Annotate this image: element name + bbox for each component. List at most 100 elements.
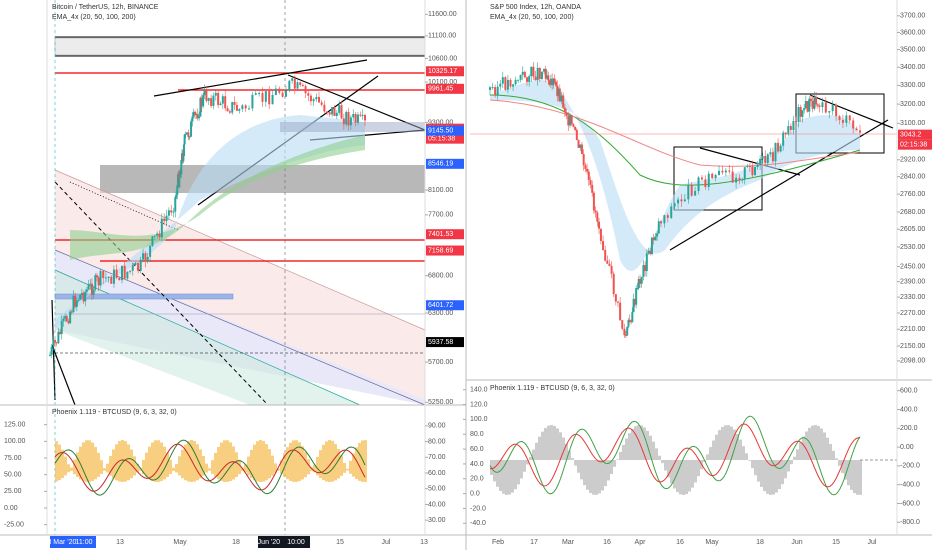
oscillator-bar bbox=[577, 460, 580, 473]
time-label: 15 bbox=[832, 539, 840, 546]
candle bbox=[499, 83, 502, 87]
oscillator-bar bbox=[526, 460, 529, 465]
candle bbox=[543, 68, 546, 72]
time-label: 18 bbox=[232, 539, 240, 546]
oscillator-bar bbox=[115, 444, 118, 481]
y-tick-label: 6300.00 bbox=[428, 310, 453, 317]
time-label: 13 bbox=[116, 539, 124, 546]
oscillator-bar bbox=[73, 459, 76, 475]
candle bbox=[824, 102, 827, 113]
oscillator-bar bbox=[208, 468, 211, 471]
candle bbox=[521, 71, 524, 75]
y-tick-label: 2450.00 bbox=[900, 263, 925, 270]
osc-tick-label: 60.00 bbox=[428, 470, 446, 477]
candle bbox=[107, 276, 110, 278]
oscillators bbox=[54, 415, 897, 496]
oscillator-bar bbox=[838, 460, 841, 466]
candle bbox=[335, 112, 338, 116]
candle bbox=[167, 210, 170, 216]
candle bbox=[572, 124, 575, 127]
candle bbox=[557, 88, 560, 97]
candle bbox=[637, 279, 640, 289]
candle bbox=[196, 114, 199, 119]
oscillator-bar bbox=[655, 448, 658, 460]
candle bbox=[174, 197, 177, 212]
candle bbox=[219, 103, 222, 106]
candle bbox=[707, 173, 710, 188]
candle bbox=[640, 276, 643, 284]
candle bbox=[175, 194, 178, 196]
candle bbox=[77, 299, 80, 301]
oscillator-bar bbox=[532, 449, 535, 460]
candle bbox=[194, 111, 197, 115]
candle bbox=[619, 302, 622, 321]
oscillator-bar bbox=[763, 460, 766, 492]
oscillator-bar bbox=[328, 440, 331, 482]
candle bbox=[49, 354, 51, 356]
candle bbox=[731, 171, 734, 183]
candle bbox=[244, 105, 247, 109]
oscillator-bar bbox=[607, 460, 610, 481]
oscillator-bar bbox=[253, 444, 256, 481]
oscillator-bar bbox=[100, 460, 103, 474]
candle bbox=[764, 156, 767, 163]
candle bbox=[799, 107, 802, 117]
candle bbox=[304, 86, 307, 94]
oscillator-bar bbox=[88, 440, 91, 482]
time-label: 15 bbox=[336, 539, 344, 546]
y-tick-label: 2920.00 bbox=[900, 157, 925, 164]
candle bbox=[238, 109, 241, 111]
time-label: 17 bbox=[530, 539, 538, 546]
oscillator-bar bbox=[604, 460, 607, 487]
candle bbox=[142, 253, 145, 260]
candle bbox=[546, 75, 549, 79]
time-highlight bbox=[50, 536, 96, 548]
oscillator-bar bbox=[223, 440, 226, 482]
y-tick-label: 11100.00 bbox=[428, 33, 456, 40]
y-tick-label: 3700.00 bbox=[900, 13, 925, 20]
candle bbox=[644, 265, 647, 272]
osc-tick-label: 0.00 bbox=[4, 505, 18, 512]
candle bbox=[254, 93, 257, 95]
candle bbox=[214, 92, 217, 96]
oscillator-bar bbox=[265, 444, 268, 481]
time-label: 10:00 bbox=[287, 539, 305, 546]
oscillator-bar bbox=[550, 425, 553, 460]
y-tick-label: 8100.00 bbox=[428, 187, 453, 194]
oscillator-bar bbox=[97, 452, 100, 477]
price-tag bbox=[426, 158, 464, 169]
candle bbox=[184, 134, 187, 136]
candle bbox=[331, 107, 334, 115]
candle bbox=[309, 95, 312, 102]
candle bbox=[52, 340, 55, 347]
oscillator-bar bbox=[538, 436, 541, 460]
candle bbox=[82, 292, 85, 302]
oscillator-bar bbox=[238, 459, 241, 475]
osc-tick-label: 50.00 bbox=[428, 486, 446, 493]
y-tick-label: 10100.00 bbox=[428, 79, 457, 86]
candle bbox=[233, 102, 236, 105]
oscillator-bar bbox=[835, 458, 838, 460]
oscillator-bar bbox=[667, 460, 670, 478]
candle bbox=[258, 93, 261, 95]
oscillator-bar bbox=[565, 443, 568, 460]
candle bbox=[288, 80, 291, 91]
y-tick-label: 2210.00 bbox=[900, 326, 925, 333]
countdown: 05:15:38 bbox=[428, 136, 455, 143]
candle bbox=[544, 68, 547, 79]
oscillator-bar bbox=[724, 425, 727, 460]
candle bbox=[89, 283, 92, 285]
candle bbox=[291, 78, 294, 81]
candle bbox=[556, 85, 559, 97]
candle bbox=[654, 236, 657, 241]
oscillator-bar bbox=[283, 453, 286, 477]
candle bbox=[809, 98, 812, 101]
candle bbox=[627, 319, 630, 327]
candle bbox=[697, 177, 700, 192]
candle bbox=[714, 174, 717, 179]
oscillator-bar bbox=[166, 452, 169, 477]
oscillator-bar bbox=[142, 459, 145, 475]
oscillator-bar bbox=[106, 463, 109, 473]
candle bbox=[264, 91, 267, 102]
y-tick-label: 2840.00 bbox=[900, 174, 925, 181]
